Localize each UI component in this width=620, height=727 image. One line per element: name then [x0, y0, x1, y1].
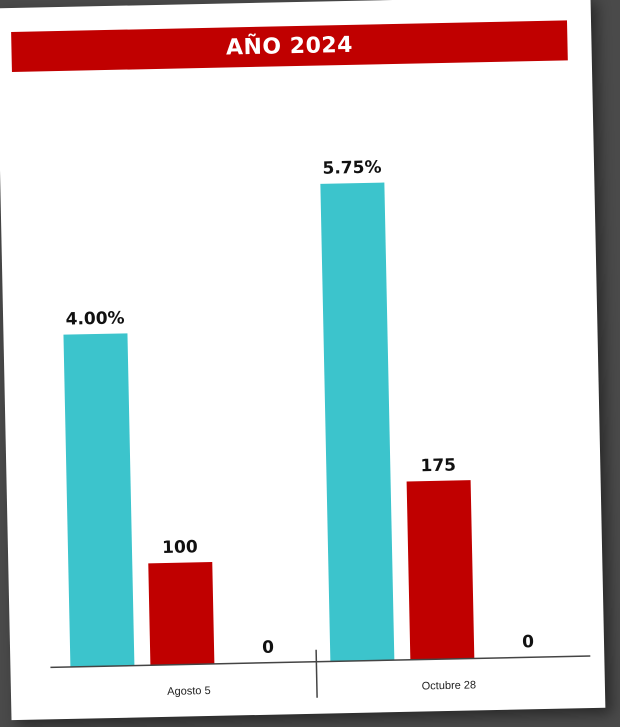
- x-axis-line: [50, 655, 591, 669]
- bar-1-1: [63, 333, 135, 667]
- category-label-2: Octubre 28: [422, 679, 477, 692]
- data-label-2-1: 100: [162, 537, 198, 558]
- bar-2-1: [148, 562, 215, 666]
- category-label-1: Agosto 5: [167, 685, 211, 698]
- bar-chart: 4.00% 100 0 Agosto 5 5.75% 175 0 Octubre 28: [50, 157, 591, 698]
- data-label-2-2: 175: [420, 455, 456, 476]
- data-label-1-1: 4.00%: [65, 308, 124, 329]
- chart-card: AÑO 2024 4.00% 100 0 Agosto 5 5.75% 175 0 Octub…: [0, 0, 606, 721]
- category-divider: [315, 649, 318, 698]
- data-label-3-1: 0: [262, 638, 274, 658]
- bar-1-2: [320, 182, 395, 662]
- data-label-3-2: 0: [522, 632, 534, 652]
- data-label-1-2: 5.75%: [322, 158, 381, 179]
- bar-2-2: [406, 480, 475, 660]
